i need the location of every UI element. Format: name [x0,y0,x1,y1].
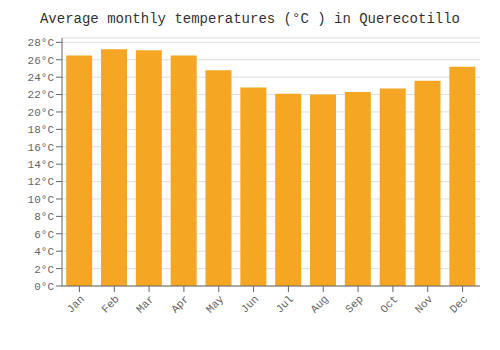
svg-text:2°C: 2°C [34,264,54,276]
svg-text:4°C: 4°C [34,246,54,258]
svg-text:16°C: 16°C [28,142,55,154]
svg-text:May: May [204,293,227,316]
svg-text:28°C: 28°C [28,37,55,49]
svg-text:Jan: Jan [65,293,87,315]
svg-text:18°C: 18°C [28,124,55,136]
svg-text:Jul: Jul [274,293,296,315]
svg-text:14°C: 14°C [28,159,55,171]
svg-text:6°C: 6°C [34,229,54,241]
svg-text:24°C: 24°C [28,72,55,84]
svg-text:Sep: Sep [343,293,365,315]
svg-text:12°C: 12°C [28,176,55,188]
svg-text:Apr: Apr [169,293,191,315]
svg-text:Jun: Jun [239,293,261,315]
html-text:Average monthly temperatures (: Average monthly temperatures (°C ) in Qu… [40,11,460,27]
svg-text:Oct: Oct [378,293,400,315]
svg-text:Dec: Dec [448,293,470,315]
svg-text:Mar: Mar [134,293,156,315]
svg-text:8°C: 8°C [34,211,54,223]
svg-text:22°C: 22°C [28,89,55,101]
svg-text:Feb: Feb [99,293,121,315]
svg-text:0°C: 0°C [34,281,54,293]
svg-text:Aug: Aug [308,293,330,315]
svg-text:20°C: 20°C [28,107,55,119]
svg-text:26°C: 26°C [28,55,55,67]
svg-text:10°C: 10°C [28,194,55,206]
svg-text:Nov: Nov [413,293,436,316]
